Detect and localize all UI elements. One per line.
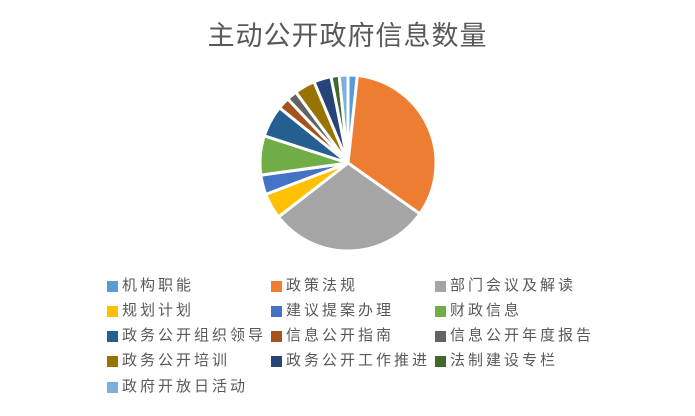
legend-marker-icon	[271, 280, 282, 292]
legend-marker-icon	[435, 280, 446, 292]
legend-marker-icon	[435, 305, 446, 317]
legend-label: 政务公开培训	[122, 353, 231, 369]
legend-label: 政策法规	[286, 278, 359, 294]
legend-item-4[interactable]: 规划计划	[107, 302, 194, 320]
legend-label: 规划计划	[122, 303, 195, 319]
legend-marker-icon	[271, 355, 282, 367]
pie-chart[interactable]	[246, 61, 450, 265]
legend-item-3[interactable]: 部门会议及解读	[435, 277, 576, 295]
legend-marker-icon	[435, 355, 446, 367]
legend-label: 建议提案办理	[286, 303, 395, 319]
legend-marker-icon	[435, 330, 446, 342]
legend-item-13[interactable]: 政府开放日活动	[107, 378, 248, 396]
legend-item-9[interactable]: 信息公开年度报告	[435, 327, 594, 345]
legend-item-10[interactable]: 政务公开培训	[107, 352, 230, 370]
legend-label: 财政信息	[450, 303, 523, 319]
pie-slice-3[interactable]	[276, 161, 422, 253]
legend-item-8[interactable]: 信息公开指南	[271, 327, 394, 345]
chart-title[interactable]: 主动公开政府信息数量	[207, 21, 488, 51]
legend-item-6[interactable]: 财政信息	[435, 302, 522, 320]
legend-marker-icon	[107, 305, 118, 317]
legend-marker-icon	[271, 305, 282, 317]
legend-label: 政府开放日活动	[122, 379, 249, 395]
legend-item-1[interactable]: 机构职能	[107, 277, 194, 295]
legend-marker-icon	[107, 280, 118, 292]
legend-marker-icon	[107, 330, 118, 342]
legend-item-7[interactable]: 政务公开组织领导	[107, 327, 266, 345]
legend-item-2[interactable]: 政策法规	[271, 277, 358, 295]
legend-label: 政务公开组织领导	[122, 328, 267, 344]
legend-label: 信息公开指南	[286, 328, 395, 344]
legend-marker-icon	[107, 381, 118, 393]
legend-label: 信息公开年度报告	[450, 328, 595, 344]
legend-label: 政务公开工作推进	[286, 353, 431, 369]
legend-item-12[interactable]: 法制建设专栏	[435, 352, 558, 370]
legend-label: 法制建设专栏	[450, 353, 559, 369]
pie-slice-2[interactable]	[346, 74, 438, 216]
legend-item-11[interactable]: 政务公开工作推进	[271, 352, 430, 370]
legend-marker-icon	[107, 355, 118, 367]
legend-label: 机构职能	[122, 278, 195, 294]
legend-item-5[interactable]: 建议提案办理	[271, 302, 394, 320]
legend-label: 部门会议及解读	[450, 278, 577, 294]
legend-marker-icon	[271, 330, 282, 342]
pie-slice-13[interactable]	[337, 73, 350, 165]
